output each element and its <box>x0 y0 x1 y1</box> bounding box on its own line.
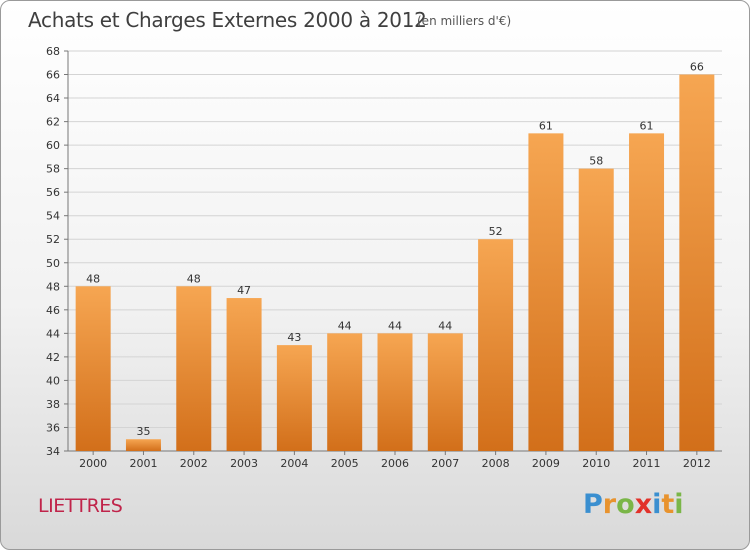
y-tick-label: 62 <box>46 116 60 129</box>
proxiti-logo: Proxiti <box>583 489 684 520</box>
bar <box>578 168 614 451</box>
bar <box>276 345 312 451</box>
y-tick-label: 54 <box>46 210 60 223</box>
y-tick-label: 50 <box>46 257 60 270</box>
bar-value-label: 66 <box>690 61 704 74</box>
bar-value-label: 44 <box>338 319 352 332</box>
bar <box>75 286 111 451</box>
bar-value-label: 35 <box>136 425 150 438</box>
x-tick-label: 2007 <box>431 457 459 470</box>
bar <box>176 286 212 451</box>
y-tick-label: 40 <box>46 374 60 387</box>
logo-letter: x <box>634 489 653 520</box>
bar <box>629 133 665 451</box>
bar <box>125 439 161 451</box>
logo-letter: i <box>652 489 662 520</box>
y-tick-label: 36 <box>46 421 60 434</box>
x-tick-label: 2004 <box>280 457 308 470</box>
bar <box>377 333 413 451</box>
chart-title: Achats et Charges Externes 2000 à 2012 <box>28 8 427 32</box>
logo-letter: i <box>674 489 684 520</box>
bar <box>478 239 514 451</box>
x-tick-label: 2006 <box>381 457 409 470</box>
bar <box>427 333 463 451</box>
bar-value-label: 61 <box>539 119 553 132</box>
y-tick-label: 38 <box>46 398 60 411</box>
y-tick-label: 44 <box>46 327 60 340</box>
y-tick-label: 46 <box>46 304 60 317</box>
bar <box>226 298 262 451</box>
y-tick-label: 60 <box>46 139 60 152</box>
y-tick-label: 68 <box>46 45 60 58</box>
y-tick-label: 42 <box>46 351 60 364</box>
x-tick-label: 2001 <box>129 457 157 470</box>
y-tick-label: 52 <box>46 233 60 246</box>
bar-value-label: 61 <box>640 119 654 132</box>
y-tick-label: 64 <box>46 92 60 105</box>
bar-value-label: 48 <box>187 272 201 285</box>
bar <box>327 333 363 451</box>
x-tick-label: 2005 <box>331 457 359 470</box>
x-tick-label: 2000 <box>79 457 107 470</box>
bar-value-label: 44 <box>438 319 452 332</box>
x-tick-label: 2011 <box>633 457 661 470</box>
chart-subtitle: (en milliers d'€) <box>417 14 512 28</box>
bar-value-label: 48 <box>86 272 100 285</box>
x-tick-label: 2003 <box>230 457 258 470</box>
x-tick-label: 2010 <box>582 457 610 470</box>
y-tick-label: 56 <box>46 186 60 199</box>
x-tick-label: 2012 <box>683 457 711 470</box>
commune-name: LIETTRES <box>38 495 123 517</box>
logo-letter: r <box>602 489 617 520</box>
y-tick-label: 66 <box>46 69 60 82</box>
bar-value-label: 52 <box>489 225 503 238</box>
x-tick-label: 2002 <box>180 457 208 470</box>
bar-value-label: 47 <box>237 284 251 297</box>
logo-letter: P <box>583 489 603 520</box>
y-tick-label: 48 <box>46 280 60 293</box>
bar-value-label: 58 <box>589 155 603 168</box>
x-tick-label: 2009 <box>532 457 560 470</box>
y-tick-label: 58 <box>46 163 60 176</box>
y-tick-label: 34 <box>46 445 60 458</box>
bar-value-label: 43 <box>287 331 301 344</box>
bar <box>528 133 564 451</box>
bar <box>679 74 715 451</box>
bar-value-label: 44 <box>388 319 402 332</box>
logo-letter: t <box>661 489 675 520</box>
logo-letter: o <box>616 489 635 520</box>
x-tick-label: 2008 <box>482 457 510 470</box>
